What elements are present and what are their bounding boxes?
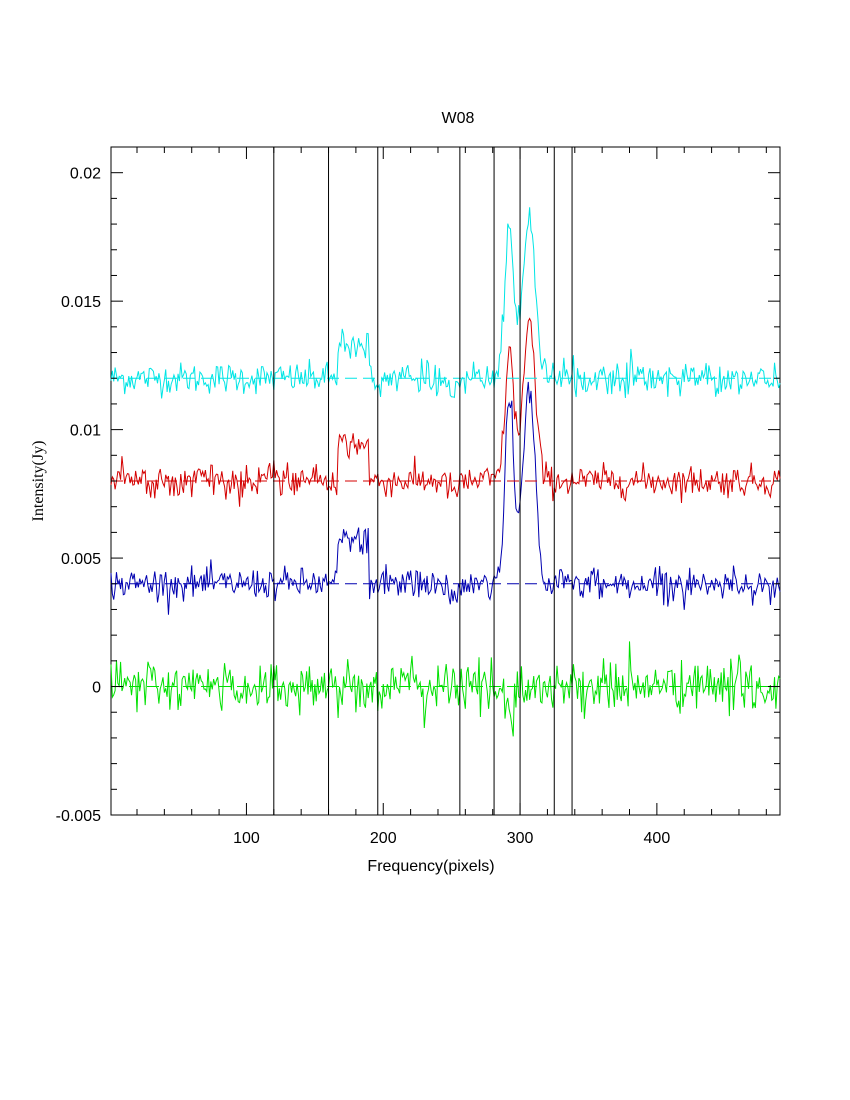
spectrum-series-line: [110, 317, 781, 507]
y-axis-label: Intensity(Jy): [30, 441, 47, 522]
tick-group: [111, 147, 780, 816]
baseline-group: [111, 377, 780, 688]
x-tick-label: 300: [507, 830, 534, 847]
series-group: [110, 207, 781, 737]
x-tick-label: 400: [644, 830, 671, 847]
x-tick-label: 200: [370, 830, 397, 847]
y-tick-label: 0.005: [61, 551, 101, 568]
chart-title: W08: [442, 110, 475, 127]
spectrum-series-line: [110, 381, 781, 615]
spectrum-series-line: [110, 207, 781, 399]
spectrum-series-line: [110, 641, 781, 737]
x-axis-label: Frequency(pixels): [367, 858, 494, 875]
y-tick-label: 0.01: [70, 423, 101, 440]
y-tick-label: 0.02: [70, 166, 101, 183]
x-tick-label: 100: [233, 830, 260, 847]
y-tick-label: 0.015: [61, 294, 101, 311]
y-tick-label: -0.005: [56, 808, 101, 825]
marker-group: [273, 147, 573, 815]
tick-label-group: 100 200 300 400 -0.005 0 0.005 0.01 0.015 0.02: [56, 166, 671, 847]
y-tick-label: 0: [92, 680, 101, 697]
